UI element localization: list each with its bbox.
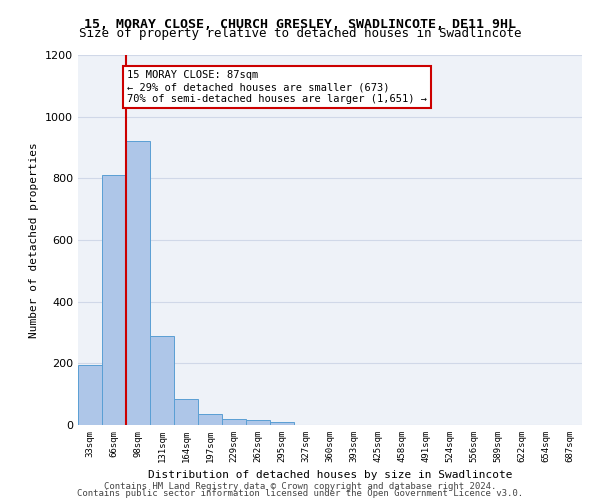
Bar: [270, 422, 294, 425]
Text: Contains public sector information licensed under the Open Government Licence v3: Contains public sector information licen…: [77, 488, 523, 498]
Bar: [150, 336, 174, 425]
Bar: [222, 420, 246, 425]
Bar: [102, 176, 126, 425]
Text: Contains HM Land Registry data © Crown copyright and database right 2024.: Contains HM Land Registry data © Crown c…: [104, 482, 496, 491]
Bar: [126, 142, 150, 425]
Text: 15, MORAY CLOSE, CHURCH GRESLEY, SWADLINCOTE, DE11 9HL: 15, MORAY CLOSE, CHURCH GRESLEY, SWADLIN…: [84, 18, 516, 30]
Y-axis label: Number of detached properties: Number of detached properties: [29, 142, 40, 338]
Bar: [246, 420, 270, 425]
Bar: [198, 414, 222, 425]
X-axis label: Distribution of detached houses by size in Swadlincote: Distribution of detached houses by size …: [148, 470, 512, 480]
Bar: [174, 399, 198, 425]
Bar: [78, 366, 102, 425]
Text: 15 MORAY CLOSE: 87sqm
← 29% of detached houses are smaller (673)
70% of semi-det: 15 MORAY CLOSE: 87sqm ← 29% of detached …: [127, 70, 427, 104]
Text: Size of property relative to detached houses in Swadlincote: Size of property relative to detached ho…: [79, 28, 521, 40]
